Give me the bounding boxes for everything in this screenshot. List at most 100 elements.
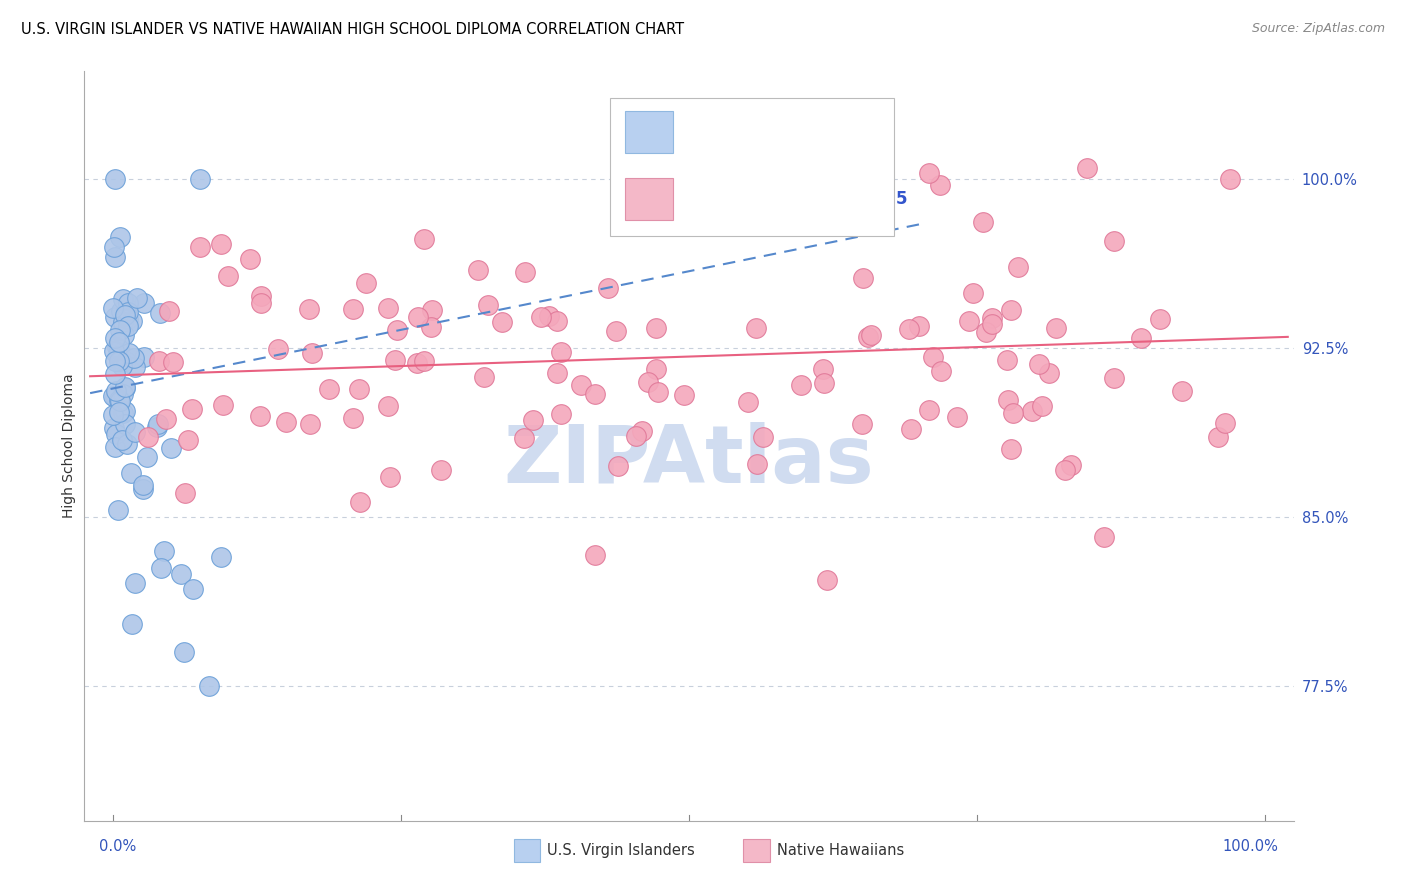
Point (104, 390, 127, 404)
Point (917, 166, 939, 180)
Point (122, 351, 145, 365)
Point (530, 310, 553, 325)
Point (420, 320, 443, 334)
Point (637, 375, 659, 389)
Point (132, 482, 155, 496)
Point (318, 383, 340, 397)
Point (104, 172, 127, 186)
Point (957, 314, 980, 328)
Point (250, 296, 273, 310)
Point (1213, 417, 1236, 431)
Bar (513, 839, 540, 862)
Point (111, 406, 134, 420)
Point (929, 364, 952, 378)
Point (209, 549, 232, 564)
Point (170, 567, 193, 582)
Point (813, 376, 835, 390)
Point (159, 304, 181, 318)
Point (945, 410, 967, 425)
Y-axis label: High School Diploma: High School Diploma (62, 374, 76, 518)
Point (815, 573, 838, 587)
Point (108, 342, 131, 356)
Point (107, 503, 129, 517)
Point (472, 370, 495, 384)
Bar (624, 112, 673, 153)
Point (104, 367, 127, 381)
Point (607, 458, 630, 473)
Point (124, 425, 146, 439)
Point (104, 354, 127, 368)
Point (928, 178, 950, 193)
Point (852, 270, 875, 285)
Text: 115: 115 (873, 190, 907, 208)
Point (115, 437, 138, 451)
Point (512, 431, 534, 445)
Point (377, 399, 399, 413)
Point (412, 354, 434, 368)
Point (1208, 430, 1230, 444)
Point (1028, 358, 1050, 372)
Point (108, 404, 131, 418)
Text: Source: ZipAtlas.com: Source: ZipAtlas.com (1251, 22, 1385, 36)
Point (406, 310, 429, 324)
Point (180, 401, 202, 416)
Point (997, 392, 1019, 407)
Point (1149, 311, 1171, 326)
Point (173, 486, 195, 500)
Point (162, 355, 184, 369)
Point (103, 343, 125, 358)
Point (647, 385, 669, 400)
Point (250, 289, 273, 303)
Point (104, 384, 127, 398)
Point (104, 310, 127, 324)
Point (135, 450, 157, 464)
Point (1000, 302, 1022, 317)
Point (249, 409, 271, 423)
Point (110, 353, 132, 368)
Point (132, 478, 155, 492)
Point (962, 285, 984, 300)
Point (177, 433, 200, 447)
Text: ZIPAtlas: ZIPAtlas (503, 422, 875, 500)
Point (546, 314, 568, 328)
Point (117, 311, 139, 326)
Point (349, 495, 371, 509)
Point (745, 321, 768, 335)
Point (737, 394, 759, 409)
Point (583, 548, 606, 562)
Point (197, 679, 219, 693)
Point (108, 230, 131, 244)
Point (149, 306, 172, 320)
Point (124, 359, 146, 374)
Point (183, 582, 205, 597)
Point (114, 379, 136, 393)
Point (550, 344, 572, 359)
Point (107, 350, 129, 364)
Point (1021, 404, 1043, 418)
Point (1171, 384, 1194, 399)
Point (111, 292, 134, 306)
Point (108, 393, 131, 408)
Point (1007, 260, 1029, 274)
Bar (624, 178, 673, 219)
Point (153, 543, 176, 558)
Point (1053, 463, 1076, 477)
Point (301, 346, 323, 360)
Point (105, 340, 128, 354)
Text: Native Hawaiians: Native Hawaiians (778, 843, 904, 858)
Point (342, 302, 364, 317)
Bar (744, 839, 770, 862)
Point (917, 403, 939, 417)
Point (127, 291, 149, 305)
Point (467, 262, 489, 277)
Point (111, 433, 134, 447)
Point (477, 298, 499, 312)
Point (115, 304, 138, 318)
Point (190, 240, 212, 254)
Point (811, 362, 834, 376)
Point (387, 323, 409, 337)
Point (110, 303, 132, 318)
Point (420, 302, 443, 317)
Point (108, 323, 131, 337)
Bar (610, 97, 894, 236)
